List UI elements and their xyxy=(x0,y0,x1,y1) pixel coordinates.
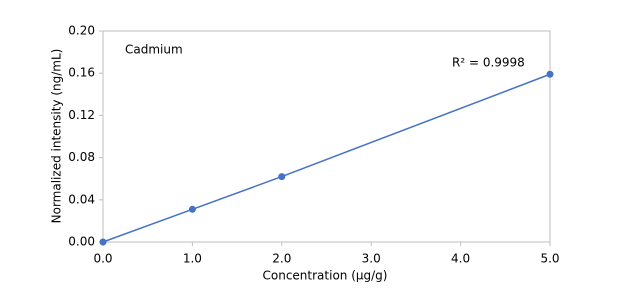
x-tick-label: 4.0 xyxy=(451,252,470,266)
annotation: R² = 0.9998 xyxy=(452,56,525,70)
x-axis-label: Concentration (µg/g) xyxy=(263,269,388,283)
x-tick-label: 2.0 xyxy=(272,252,291,266)
x-tick-label: 0.0 xyxy=(93,252,112,266)
y-tick-label: 0.16 xyxy=(68,66,95,80)
plot-frame xyxy=(102,30,551,243)
y-tick-label: 0.00 xyxy=(68,235,95,249)
data-point xyxy=(278,173,286,181)
data-point xyxy=(99,238,107,246)
data-point xyxy=(188,205,196,213)
y-tick-label: 0.12 xyxy=(68,108,95,122)
y-tick-label: 0.20 xyxy=(68,24,95,38)
y-tick-label: 0.08 xyxy=(68,150,95,164)
annotation: Cadmium xyxy=(125,43,183,57)
series-line xyxy=(102,73,551,243)
y-tick-label: 0.04 xyxy=(68,192,95,206)
y-axis-label: Normalized intensity (ng/mL) xyxy=(50,49,64,224)
x-tick-label: 1.0 xyxy=(183,252,202,266)
data-point xyxy=(546,70,554,78)
x-tick-label: 3.0 xyxy=(362,252,381,266)
x-tick-label: 5.0 xyxy=(540,252,559,266)
